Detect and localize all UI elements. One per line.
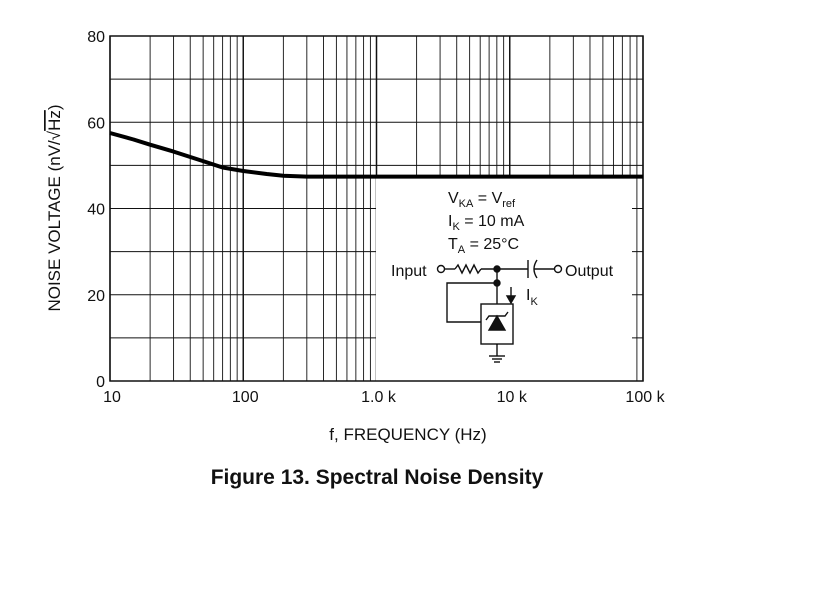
current-arrow-icon (505, 295, 517, 305)
input-label: Input (391, 263, 427, 280)
test-circuit-schematic: Input Output IK (391, 259, 614, 363)
svg-text:NOISE VOLTAGE (nV/√Hz): NOISE VOLTAGE (nV/√Hz) (45, 104, 64, 311)
inset-background (376, 178, 632, 381)
x-tick-label: 100 (232, 389, 259, 406)
x-tick-label: 10 (103, 389, 121, 406)
plot-frame (109, 35, 644, 382)
input-terminal (436, 264, 446, 274)
y-tick-label: 40 (87, 202, 105, 219)
condition-ta: TA = 25°C (448, 236, 519, 256)
tick-labels: 10 100 1.0 k 10 k 100 k 0 20 40 60 80 (87, 29, 665, 406)
y-axis-label-close: ) (45, 104, 64, 110)
inset-conditions: VKA = Vref IK = 10 mA TA = 25°C (448, 190, 525, 256)
y-tick-label: 80 (87, 29, 105, 46)
y-axis-label: NOISE VOLTAGE (nV/√Hz) (45, 104, 64, 311)
zener-cathode-bar (485, 311, 509, 321)
x-axis-label: f, FREQUENCY (Hz) (329, 425, 486, 444)
reference-wire (446, 282, 497, 323)
zener-diode-icon (487, 314, 507, 331)
y-tick-label: 0 (96, 374, 105, 391)
series (109, 131, 643, 179)
current-label: IK (526, 287, 538, 308)
output-terminal (553, 264, 563, 274)
y-tick-label: 20 (87, 288, 105, 305)
x-tick-label: 10 k (497, 389, 528, 406)
x-tick-label: 100 k (625, 389, 665, 406)
inset-panel (376, 178, 632, 381)
radical-sign: √ (45, 130, 64, 140)
output-label: Output (565, 263, 614, 280)
figure-caption: Figure 13. Spectral Noise Density (210, 466, 544, 489)
condition-ik: IK = 10 mA (448, 213, 525, 233)
condition-vka: VKA = Vref (448, 190, 516, 210)
y-axis-label-main: NOISE VOLTAGE (nV/ (45, 140, 64, 312)
y-tick-label: 60 (87, 115, 105, 132)
resistor-icon (454, 263, 482, 275)
y-axis-label-radicand: Hz (45, 110, 64, 131)
noise-curve (109, 131, 643, 179)
x-tick-label: 1.0 k (361, 389, 397, 406)
